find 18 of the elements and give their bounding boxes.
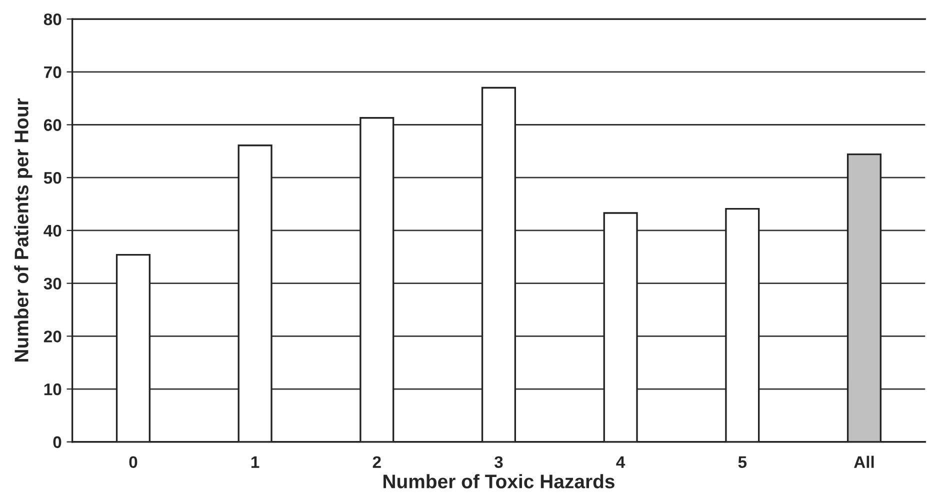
y-tick-label: 80 — [44, 13, 62, 26]
x-tick-label: 0 — [129, 456, 138, 468]
y-tick-label: 70 — [44, 66, 62, 78]
x-tick-label: 5 — [738, 456, 747, 468]
y-tick-label: 10 — [44, 383, 62, 396]
y-tick-label: 50 — [44, 172, 62, 184]
x-tick-label: 3 — [494, 456, 503, 468]
x-tick-label: 2 — [372, 456, 381, 468]
y-axis-title: Number of Patients per Hour — [14, 98, 32, 362]
x-tick-label: 1 — [251, 456, 260, 468]
x-tick-label: All — [854, 456, 874, 468]
y-tick-label: 20 — [44, 330, 62, 342]
y-tick-label: 30 — [44, 278, 62, 290]
x-tick-label: 4 — [616, 456, 626, 468]
y-tick-label: 40 — [44, 224, 62, 237]
x-axis-title: Number of Toxic Hazards — [384, 474, 614, 488]
y-tick-label: 60 — [44, 119, 62, 131]
y-tick-label: 0 — [53, 436, 62, 448]
